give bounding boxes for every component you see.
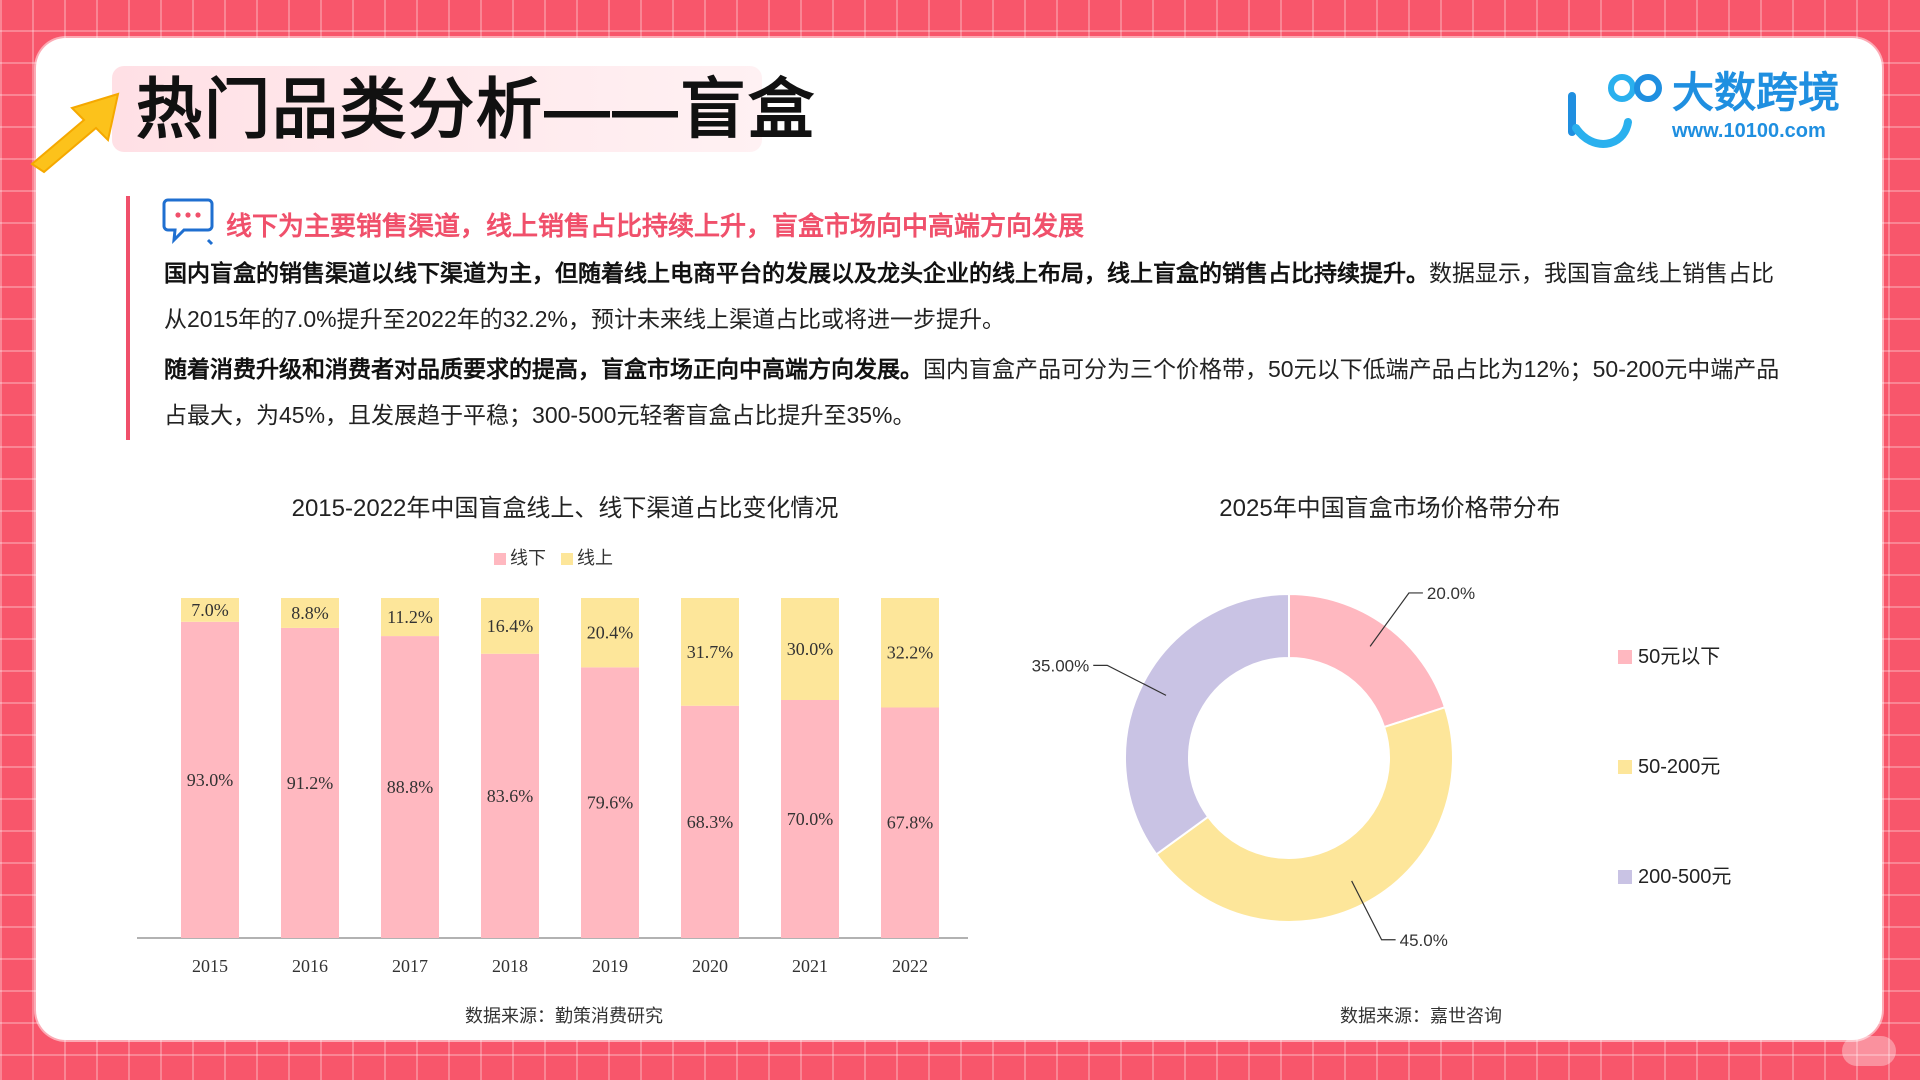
donut-slice-2 [1154,706,1454,923]
x-tick-label-2017: 2017 [392,956,428,976]
donut-legend-label-3: 200-500元 [1638,866,1732,888]
donut-legend-swatch-1 [1618,650,1632,664]
bar-online-2019 [581,598,639,668]
bar-label-online-2016: 8.8% [291,603,329,623]
bar-label-offline-2015: 93.0% [187,770,234,790]
donut-chart: 20.0% 45.0% 35.00% [1032,584,1476,950]
donut-value-label-3: 35.00% [1032,656,1090,675]
bar-label-offline-2019: 79.6% [587,793,634,813]
paragraph-channel: 国内盲盒的销售渠道以线下渠道为主，但随着线上电商平台的发展以及龙头企业的线上布局… [164,250,1782,342]
bar-label-offline-2020: 68.3% [687,812,734,832]
bar-chart-title: 2015-2022年中国盲盒线上、线下渠道占比变化情况 [291,495,839,522]
brand-logo-icon [1568,74,1662,148]
watermark [1842,1036,1896,1066]
title-highlight [112,66,762,152]
bar-online-2018 [481,598,539,654]
donut-legend-item-1: 50元以下 [1618,640,1720,669]
donut-legend-item-3: 200-500元 [1618,860,1731,889]
bar-label-online-2015: 7.0% [191,600,229,620]
donut-value-label-1: 20.0% [1427,584,1475,603]
bar-online-2020 [681,598,739,706]
section-subtitle: 线下为主要销售渠道，线上销售占比持续上升，盲盒市场向中高端方向发展 [226,211,1085,241]
bar-label-offline-2021: 70.0% [787,809,834,829]
page-title: 热门品类分析——盲盒 [136,72,816,146]
donut-leader-2 [1351,880,1396,941]
bar-chart-legend: 线下 线上 [494,544,613,570]
bar-offline-2019 [581,667,639,938]
x-tick-label-2019: 2019 [592,956,628,976]
bar-offline-2021 [781,700,839,938]
donut-slice-1 [1288,592,1447,729]
donut-leader-1 [1369,592,1423,647]
legend-online-swatch [561,553,574,565]
donut-legend-swatch-2 [1618,760,1632,774]
donut-slice-3 [1124,592,1290,856]
donut-legend-label-1: 50元以下 [1638,646,1721,668]
x-tick-label-2022: 2022 [892,956,928,976]
bar-online-2022 [881,598,939,708]
legend-offline-swatch [494,553,506,565]
x-tick-label-2015: 2015 [192,956,228,976]
donut-chart-title: 2025年中国盲盒市场价格带分布 [1219,495,1561,522]
bar-offline-2020 [681,705,739,938]
donut-leader-3 [1093,664,1167,696]
paragraph-price-lead: 随着消费升级和消费者对品质要求的提高，盲盒市场正向中高端方向发展。 [164,356,923,382]
x-tick-label-2021: 2021 [792,956,828,976]
bar-label-online-2019: 20.4% [587,623,634,643]
bar-label-offline-2022: 67.8% [887,813,934,833]
bar-offline-2022 [881,707,939,938]
donut-legend-swatch-3 [1618,870,1632,884]
legend-online-label: 线上 [577,548,614,568]
brand-name: 大数跨境 [1672,69,1841,116]
bar-label-offline-2017: 88.8% [387,777,434,797]
donut-value-label-2: 45.0% [1400,931,1448,950]
paragraph-channel-body: 数据显示，我国盲盒线上销售占比从2015年的7.0%提升至2022年的32.2%… [164,260,1774,332]
paragraph-channel-lead: 国内盲盒的销售渠道以线下渠道为主，但随着线上电商平台的发展以及龙头企业的线上布局… [164,260,1429,286]
bar-label-offline-2016: 91.2% [287,773,334,793]
x-tick-label-2018: 2018 [492,956,528,976]
bar-online-2016 [281,598,339,628]
x-tick-label-2020: 2020 [692,956,728,976]
bar-offline-2016 [281,627,339,938]
bar-label-online-2021: 30.0% [787,639,834,659]
bar-chart-source: 数据来源：勤策消费研究 [465,1006,663,1026]
donut-chart-source: 数据来源：嘉世咨询 [1340,1006,1502,1026]
bar-online-2017 [381,598,439,637]
bar-label-online-2017: 11.2% [387,607,433,627]
legend-offline-label: 线下 [510,548,546,568]
bar-offline-2015 [181,621,239,938]
bar-chart: 93.0% 7.0% 2015 91.2% 8.8% 2016 88.8% 11.2% 2017… [137,598,968,976]
paragraph-price: 随着消费升级和消费者对品质要求的提高，盲盒市场正向中高端方向发展。国内盲盒产品可… [164,346,1782,438]
bar-offline-2018 [481,653,539,938]
x-tick-label-2016: 2016 [292,956,328,976]
paragraph-price-body: 国内盲盒产品可分为三个价格带，50元以下低端产品占比为12%；50-200元中端… [164,356,1780,428]
chat-bubble-icon [162,198,214,246]
bar-label-online-2018: 16.4% [487,616,534,636]
donut-legend-item-2: 50-200元 [1618,750,1720,779]
donut-legend-label-2: 50-200元 [1638,756,1721,778]
bar-online-2021 [781,598,839,700]
bar-online-2015 [181,598,239,622]
bar-offline-2017 [381,636,439,938]
arrow-icon [30,92,120,174]
brand-url[interactable]: www.10100.com [1672,120,1826,142]
bar-label-online-2020: 31.7% [687,642,734,662]
bar-label-offline-2018: 83.6% [487,786,534,806]
content-card [36,38,1882,1040]
accent-divider [126,196,130,440]
bar-label-online-2022: 32.2% [887,643,934,663]
